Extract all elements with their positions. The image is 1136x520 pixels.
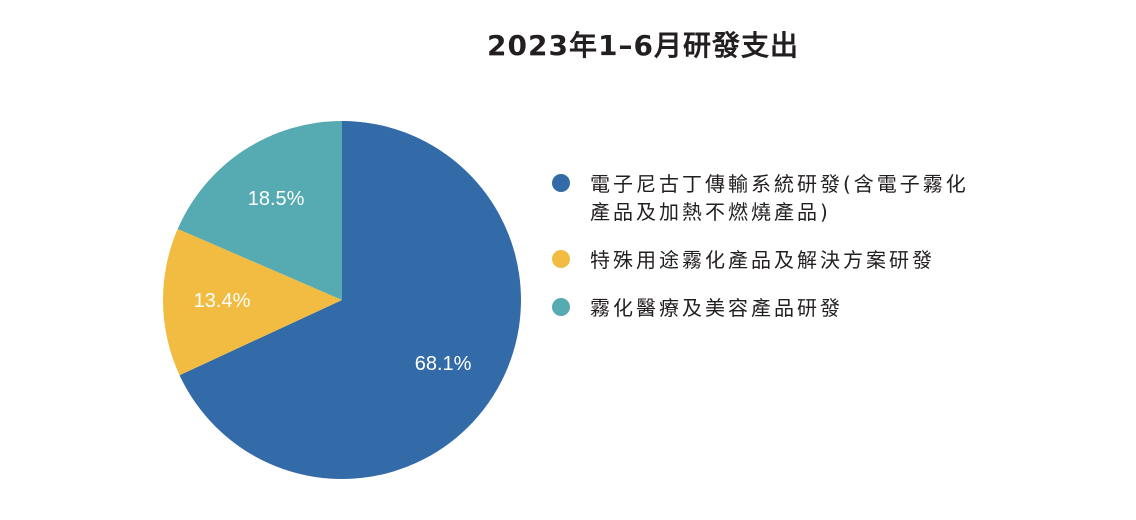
pie-slices: [163, 120, 521, 480]
legend-marker-icon: [552, 250, 570, 268]
pie-slice-nicotine-delivery: [179, 121, 521, 480]
legend-marker-icon: [552, 298, 570, 316]
pie-slice-special-purpose: [163, 228, 342, 376]
legend-label: 電子尼古丁傳輸系統研發(含電子霧化產品及加熱不燃燒產品): [590, 172, 969, 224]
slice-percent-label: 18.5%: [248, 188, 305, 210]
chart-title: 2023年1–6月研發支出: [487, 29, 799, 62]
pie-slice-medical-beauty: [177, 120, 342, 300]
legend: 電子尼古丁傳輸系統研發(含電子霧化產品及加熱不燃燒產品) 特殊用途霧化產品及解決…: [552, 170, 1032, 342]
legend-item-nicotine-delivery: 電子尼古丁傳輸系統研發(含電子霧化產品及加熱不燃燒產品): [552, 170, 1032, 226]
slice-percent-label: 68.1%: [415, 353, 472, 375]
legend-label: 霧化醫療及美容產品研發: [590, 296, 843, 320]
legend-label: 特殊用途霧化產品及解決方案研發: [590, 248, 935, 272]
pie-slice-labels: 68.1% 13.4% 18.5%: [194, 188, 472, 375]
slice-percent-label: 13.4%: [194, 290, 251, 312]
legend-marker-icon: [552, 174, 570, 192]
legend-item-special-purpose: 特殊用途霧化產品及解決方案研發: [552, 246, 1032, 274]
legend-item-medical-beauty: 霧化醫療及美容產品研發: [552, 294, 1032, 322]
